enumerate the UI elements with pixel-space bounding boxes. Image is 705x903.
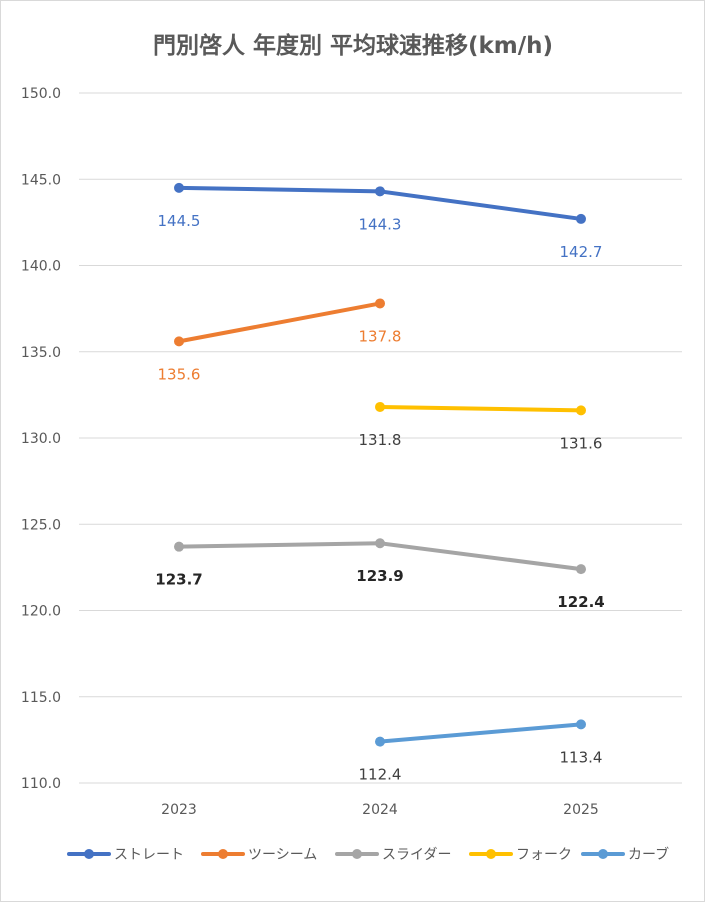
y-tick-label: 145.0 [21,172,61,188]
gridlines [79,92,682,784]
data-point [576,405,586,416]
series-line [378,404,583,413]
data-label: 123.7 [155,571,202,589]
data-label: 122.4 [557,593,604,611]
y-tick-label: 110.0 [21,776,61,792]
series-lines [174,182,586,747]
data-label: 144.3 [359,215,402,233]
data-point [174,541,184,552]
data-label: 113.4 [560,748,603,766]
chart-title: 門別啓人 年度別 平均球速推移(km/h) [153,32,553,59]
y-tick-label: 115.0 [21,690,61,706]
y-tick-label: 120.0 [21,604,61,620]
y-axis-ticks: 110.0 115.0 120.0 125.0 130.0 135.0 140.0 145.0… [21,86,61,792]
legend-label: スライダー [382,847,451,863]
data-label: 112.4 [359,766,402,784]
data-label: 131.8 [359,431,402,449]
data-point [174,336,184,347]
y-tick-label: 140.0 [21,259,61,275]
x-tick-label: 2024 [362,802,398,818]
y-tick-label: 150.0 [21,86,61,102]
x-tick-label: 2025 [563,802,599,818]
legend-label: カーブ [628,846,669,863]
legend-marker [218,849,228,859]
x-tick-label: 2023 [161,802,197,818]
data-label: 144.5 [158,212,201,230]
legend-marker [84,849,94,859]
x-axis-ticks: 2023 2024 2025 [161,802,599,818]
series-line [378,722,583,744]
legend-marker [352,849,362,859]
series-line [177,301,382,344]
data-point [375,736,385,747]
data-label: 123.9 [356,567,403,585]
legend-label: ツーシーム [248,847,317,863]
y-tick-label: 135.0 [21,345,61,361]
data-label: 131.6 [560,434,603,452]
y-tick-label: 125.0 [21,517,61,533]
legend-label: フォーク [516,847,572,863]
legend: ストレート ツーシーム スライダー フォーク カーブ [67,846,669,863]
y-tick-label: 130.0 [21,431,61,447]
data-labels: 144.5 144.3 142.7 135.6 137.8 123.7 123.9 122.4… [155,212,604,784]
data-label: 142.7 [560,243,603,261]
legend-marker [486,849,496,859]
legend-marker [598,849,608,859]
data-point [375,298,385,309]
data-point [375,186,385,197]
data-label: 137.8 [359,327,402,345]
data-point [576,213,586,224]
legend-label: ストレート [114,847,184,863]
data-point [375,538,385,549]
data-point [576,564,586,575]
data-label: 135.6 [158,365,201,383]
data-point [576,719,586,730]
data-point [174,182,184,193]
data-point [375,401,385,412]
